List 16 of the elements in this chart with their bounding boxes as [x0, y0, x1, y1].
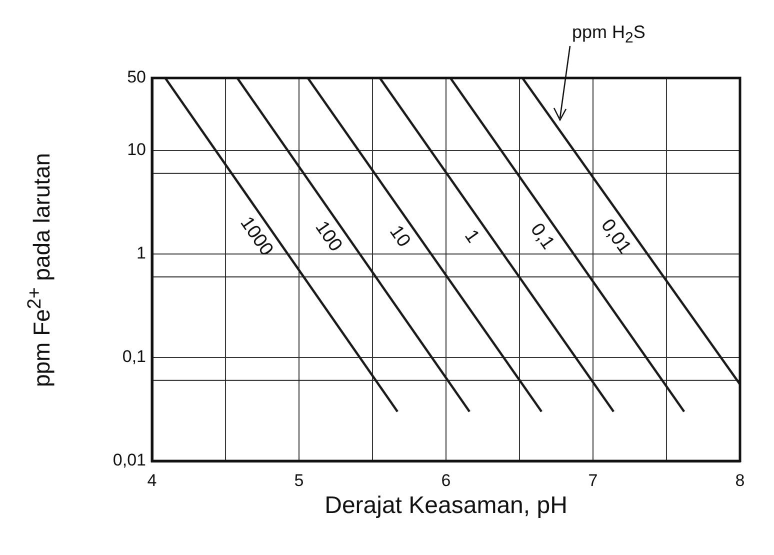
text: 100 [310, 217, 346, 256]
x-tick-label: 4 [147, 470, 157, 490]
text: 10 [385, 222, 414, 252]
x-axis-title: Derajat Keasaman, pH [324, 492, 568, 520]
y-tick-label: 50 [127, 68, 146, 87]
y-tick-label: 1 [136, 244, 146, 263]
text: 1 [460, 226, 484, 247]
y-tick-label: 0,1 [122, 347, 146, 366]
y-tick-label: 10 [127, 140, 146, 160]
x-tick-label: 5 [294, 470, 304, 490]
x-tick-label: 8 [735, 470, 745, 490]
text: ppm H$_{2}$S [572, 22, 646, 47]
x-tick-label: 6 [441, 470, 451, 490]
text: 0,1 [526, 220, 558, 254]
x-tick-label: 7 [588, 470, 598, 490]
y-tick-label: 0,01 [112, 450, 146, 470]
